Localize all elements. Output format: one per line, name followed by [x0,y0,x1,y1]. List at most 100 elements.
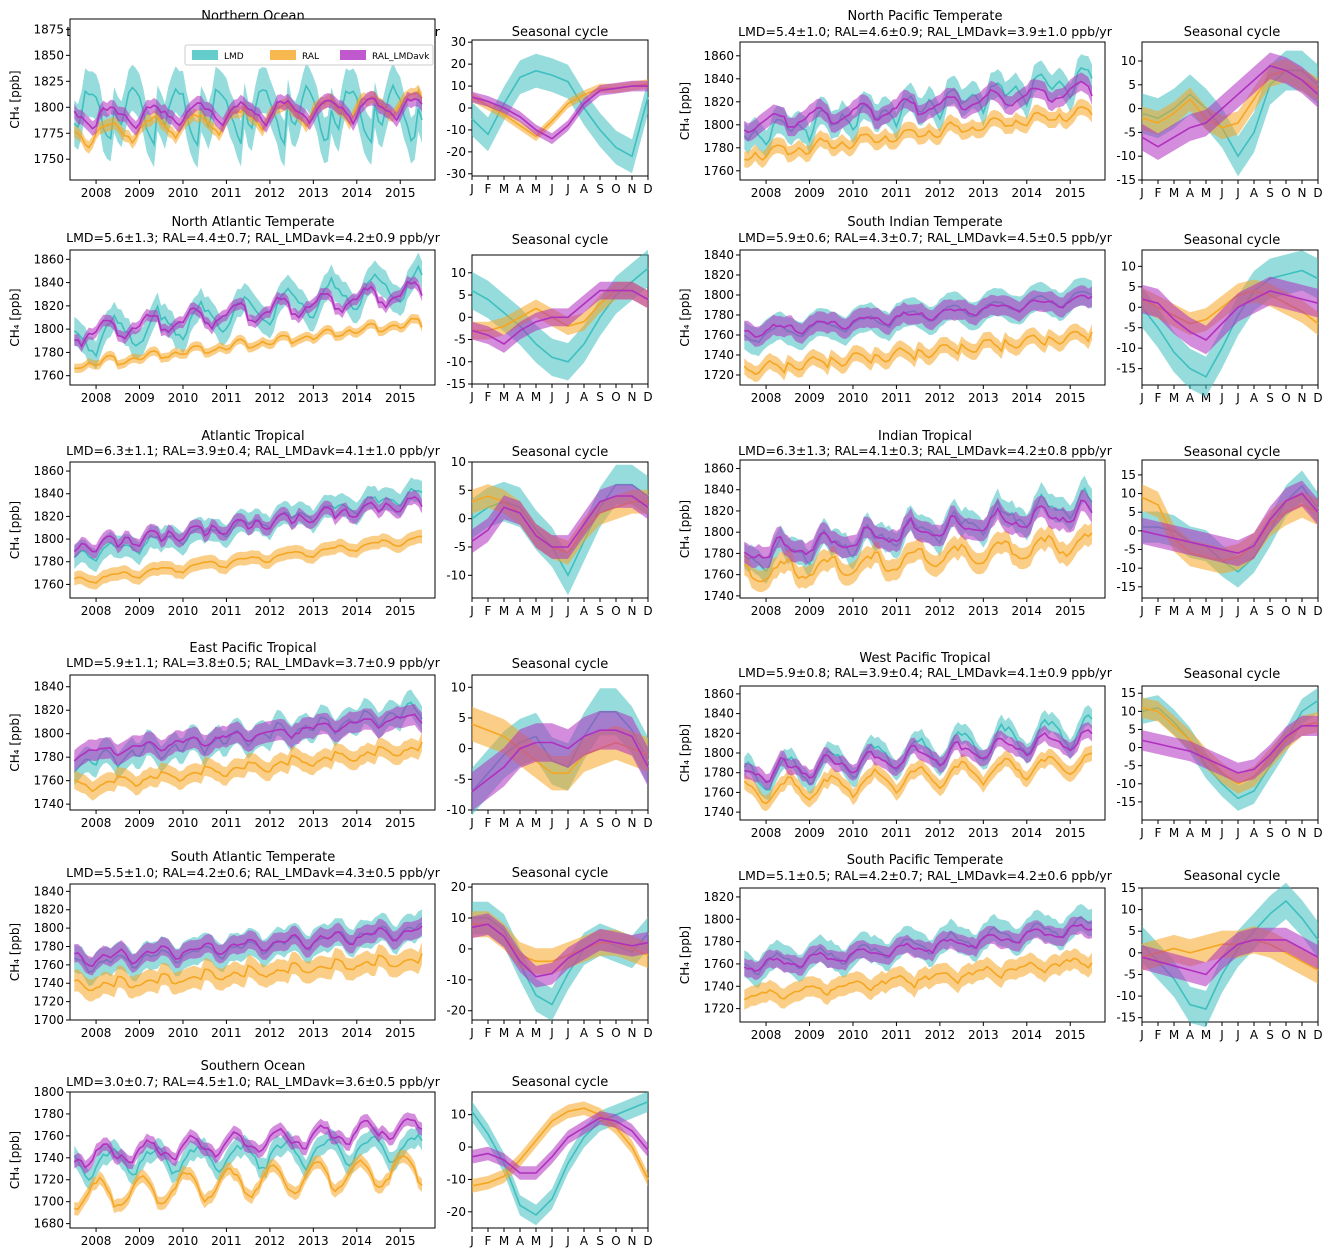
seasonal-line-RAL_LMDavk [1141,939,1319,976]
seasonal-y-tick-label: 5 [458,288,466,302]
x-tick-label: 2009 [124,1026,155,1040]
month-tick-label: F [485,816,492,830]
seasonal-y-tick-label: 5 [1128,722,1136,736]
month-tick-label: J [1219,826,1224,840]
month-tick-label: S [1266,826,1274,840]
series-line-RAL [743,752,1093,805]
series-band-LMD [74,252,423,370]
trend-summary: LMD=6.3±1.3; RAL=4.1±0.3; RAL_LMDavk=4.2… [738,443,1113,458]
series-line-RAL_LMDavk [73,495,423,553]
month-tick-label: N [628,1234,637,1248]
x-tick-label: 2011 [881,1028,912,1042]
seasonal-y-tick-label: -15 [446,377,466,391]
series-band-RAL_LMDavk [74,916,423,976]
seasonal-band-RAL_LMDavk [472,484,648,559]
seasonal-y-tick-label: 10 [1121,54,1136,68]
month-tick-label: O [611,1026,620,1040]
month-tick-label: N [628,390,637,404]
month-tick-label: O [611,390,620,404]
x-tick-label: 2012 [925,186,956,200]
series-band-RAL_LMDavk [744,72,1092,142]
month-tick-label: O [611,1234,620,1248]
y-tick-label: 1760 [703,957,734,971]
y-tick-label: 1800 [33,1085,64,1099]
month-tick-label: F [1155,186,1162,200]
month-tick-label: F [485,182,492,196]
x-tick-label: 2009 [124,186,155,200]
x-tick-label: 2012 [925,391,956,405]
x-tick-label: 2009 [124,816,155,830]
seasonal-y-tick-label: -5 [1124,543,1136,557]
y-tick-label: 1740 [703,348,734,362]
x-tick-label: 2008 [81,391,112,405]
x-tick-label: 2011 [881,391,912,405]
month-tick-label: J [1219,391,1224,405]
series-line-RAL_LMDavk [744,729,1093,784]
series-band-RAL_LMDavk [74,703,423,772]
x-tick-label: 2010 [168,604,199,618]
month-tick-label: A [1186,186,1195,200]
x-tick-label: 2015 [385,816,416,830]
legend-swatch-RAL [270,50,296,60]
y-tick-label: 1860 [33,252,64,266]
month-tick-label: A [1186,391,1195,405]
trend-summary: LMD=5.4±1.0; RAL=4.6±0.9; RAL_LMDavk=3.9… [738,24,1113,39]
seasonal-y-tick-label: -10 [446,355,466,369]
seasonal-line-RAL_LMDavk [471,85,648,140]
y-tick-label: 1800 [703,912,734,926]
y-tick-label: 1780 [703,935,734,949]
y-tick-label: 1780 [33,555,64,569]
series-line-RAL [74,317,423,370]
month-tick-label: F [485,390,492,404]
month-tick-label: J [469,1234,474,1248]
seasonal-y-tick-label: 10 [451,911,466,925]
x-tick-label: 2013 [298,816,329,830]
seasonal-y-tick-label: -5 [1124,967,1136,981]
month-tick-label: N [1298,1028,1307,1042]
y-tick-label: 1780 [33,1107,64,1121]
x-tick-label: 2015 [385,1234,416,1248]
panel-title: South Atlantic Temperate [171,850,336,865]
series-band-LMD [744,705,1092,800]
y-tick-label: 1780 [703,141,734,155]
month-tick-label: S [1266,604,1274,618]
x-tick-label: 2012 [255,1026,286,1040]
y-tick-label: 1720 [33,1173,64,1187]
seasonal-y-tick-label: 5 [1128,78,1136,92]
month-tick-label: O [611,604,620,618]
month-tick-label: A [1250,826,1259,840]
seasonal-y-tick-label: -5 [454,333,466,347]
seasonal-y-tick-label: 15 [1121,468,1136,482]
seasonal-line-RAL_LMDavk [1141,64,1319,148]
month-tick-label: J [1139,604,1144,618]
month-tick-label: M [1169,391,1179,405]
y-axis-label: CH₄ [ppb] [8,288,22,346]
x-tick-label: 2013 [968,826,999,840]
y-tick-label: 1820 [703,268,734,282]
month-tick-label: M [1201,186,1211,200]
x-tick-label: 2011 [211,1234,242,1248]
series-band-RAL [744,522,1092,593]
x-tick-label: 2015 [1055,391,1086,405]
seasonal-y-tick-label: -5 [454,772,466,786]
month-tick-label: F [1155,391,1162,405]
month-tick-label: D [643,390,652,404]
series-band-RAL_LMDavk [74,275,423,353]
seasonal-y-tick-label: 10 [451,1108,466,1122]
month-tick-label: J [469,390,474,404]
month-tick-label: M [499,604,509,618]
month-tick-label: M [499,1026,509,1040]
y-tick-label: 1825 [33,74,64,88]
panel-title: North Atlantic Temperate [171,215,334,230]
series-line-RAL [743,532,1093,583]
month-tick-label: J [549,390,554,404]
x-tick-label: 2009 [794,186,825,200]
y-tick-label: 1820 [33,703,64,717]
seasonal-y-tick-label: 30 [451,35,466,49]
month-tick-label: A [1186,604,1195,618]
month-tick-label: J [549,182,554,196]
seasonal-y-tick-label: 5 [1128,924,1136,938]
seasonal-y-tick-label: 10 [451,680,466,694]
